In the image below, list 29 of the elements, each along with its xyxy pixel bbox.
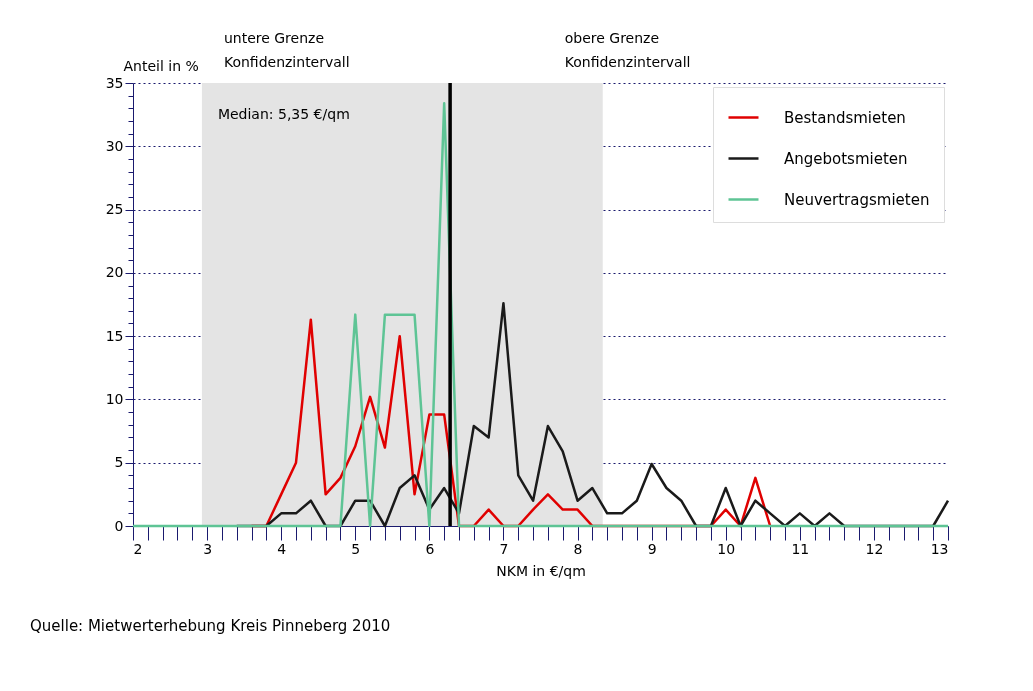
annotation: Median: 5,35 €/qm xyxy=(217,106,350,122)
y-tick-label: 15 xyxy=(105,327,124,344)
text: untere Grenze Konfidenzintervall xyxy=(223,30,350,70)
y-tick-label: 30 xyxy=(105,137,124,154)
x-tick-label: 6 xyxy=(425,540,435,557)
y-tick-label: 10 xyxy=(105,390,124,407)
x-tick-label: 3 xyxy=(203,540,213,557)
legend-label: Neuvertragsmieten xyxy=(784,190,930,209)
x-tick-label: 9 xyxy=(647,540,657,557)
x-tick-label: 5 xyxy=(351,540,361,557)
x-tick-label: 7 xyxy=(499,540,509,557)
x-tick-label: 12 xyxy=(865,540,884,557)
x-tick-label: 2 xyxy=(133,540,143,557)
y-tick-label: 0 xyxy=(114,517,124,534)
text: obere Grenze Konfidenzintervall xyxy=(564,30,691,70)
y-tick-label: 5 xyxy=(114,454,124,471)
y-tick-label: 20 xyxy=(105,264,124,281)
x-tick-label: 4 xyxy=(277,540,287,557)
x-tick-label: 11 xyxy=(791,540,810,557)
x-tick-label: 8 xyxy=(573,540,583,557)
source-note: Quelle: Mietwerterhebung Kreis Pinneberg 2010 xyxy=(30,617,391,635)
legend-label: Bestandsmieten xyxy=(784,108,906,127)
x-tick-label: 10 xyxy=(717,540,736,557)
x-axis-title: NKM in €/qm xyxy=(496,562,586,579)
y-axis-title: Anteil in % xyxy=(123,57,199,74)
y-tick-label: 35 xyxy=(105,74,124,91)
y-tick-label: 25 xyxy=(105,201,124,218)
x-tick-label: 13 xyxy=(930,540,949,557)
legend-label: Angebotsmieten xyxy=(784,149,908,168)
